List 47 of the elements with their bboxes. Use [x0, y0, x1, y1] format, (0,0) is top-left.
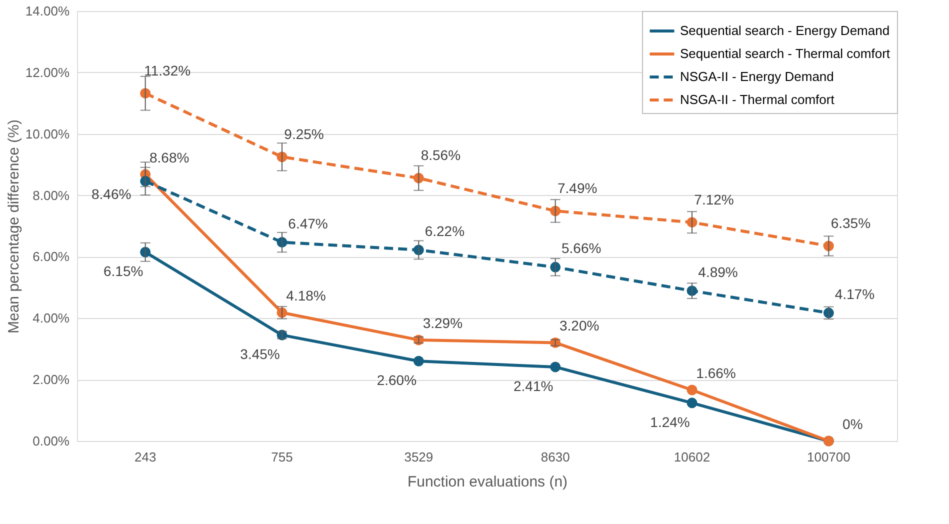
y-tick-label: 6.00% — [32, 249, 70, 264]
y-tick-label: 10.00% — [25, 126, 70, 142]
data-label: 7.12% — [694, 191, 734, 208]
x-axis-title: Function evaluations (n) — [407, 474, 568, 490]
data-label: 3.29% — [422, 314, 463, 331]
point — [686, 384, 698, 396]
legend-label: NSGA-II - Energy Demand — [680, 69, 834, 84]
y-tick-label: 4.00% — [32, 310, 70, 326]
legend-label: Sequential search - Energy Demand — [680, 23, 890, 38]
data-label: 5.66% — [561, 240, 602, 256]
data-label: 6.22% — [424, 222, 465, 239]
legend-label: NSGA-II - Thermal comfort — [680, 92, 835, 107]
data-label: 9.25% — [284, 126, 324, 142]
y-tick-label: 8.00% — [32, 188, 70, 203]
data-label: 8.68% — [149, 149, 190, 166]
data-label: 2.41% — [513, 378, 554, 394]
x-tick-label: 243 — [134, 450, 156, 464]
data-label: 2.60% — [376, 372, 417, 388]
data-label: 4.89% — [698, 264, 738, 280]
x-tick-label: 8630 — [540, 450, 570, 464]
point — [413, 356, 424, 366]
data-label: 4.17% — [834, 286, 875, 302]
x-tick-label: 3529 — [404, 450, 434, 464]
y-tick-label: 14.00% — [25, 4, 70, 18]
point — [550, 362, 561, 372]
y-axis-title: Mean percentage difference (%) — [5, 119, 22, 334]
data-label: 3.20% — [559, 318, 600, 334]
data-label: 6.47% — [288, 215, 328, 232]
y-tick-label: 0.00% — [32, 434, 70, 448]
data-label: 0% — [842, 416, 863, 432]
legend-label: Sequential search - Thermal comfort — [680, 46, 890, 61]
x-tick-label: 100700 — [806, 450, 850, 464]
data-label: 3.45% — [240, 346, 280, 362]
y-tick-label: 12.00% — [25, 64, 70, 80]
data-label: 8.56% — [420, 147, 461, 164]
data-label: 4.18% — [286, 288, 326, 304]
x-tick-label: 10602 — [674, 450, 710, 464]
data-label: 7.49% — [557, 180, 598, 196]
point — [686, 398, 698, 408]
data-label: 1.24% — [650, 414, 690, 430]
data-label: 6.15% — [103, 263, 144, 280]
data-label: 1.66% — [696, 365, 736, 382]
data-label: 6.35% — [830, 214, 871, 231]
y-tick-label: 2.00% — [32, 372, 70, 388]
data-label: 8.46% — [91, 186, 132, 202]
data-label: 11.32% — [144, 62, 191, 78]
x-tick-label: 755 — [271, 450, 293, 464]
